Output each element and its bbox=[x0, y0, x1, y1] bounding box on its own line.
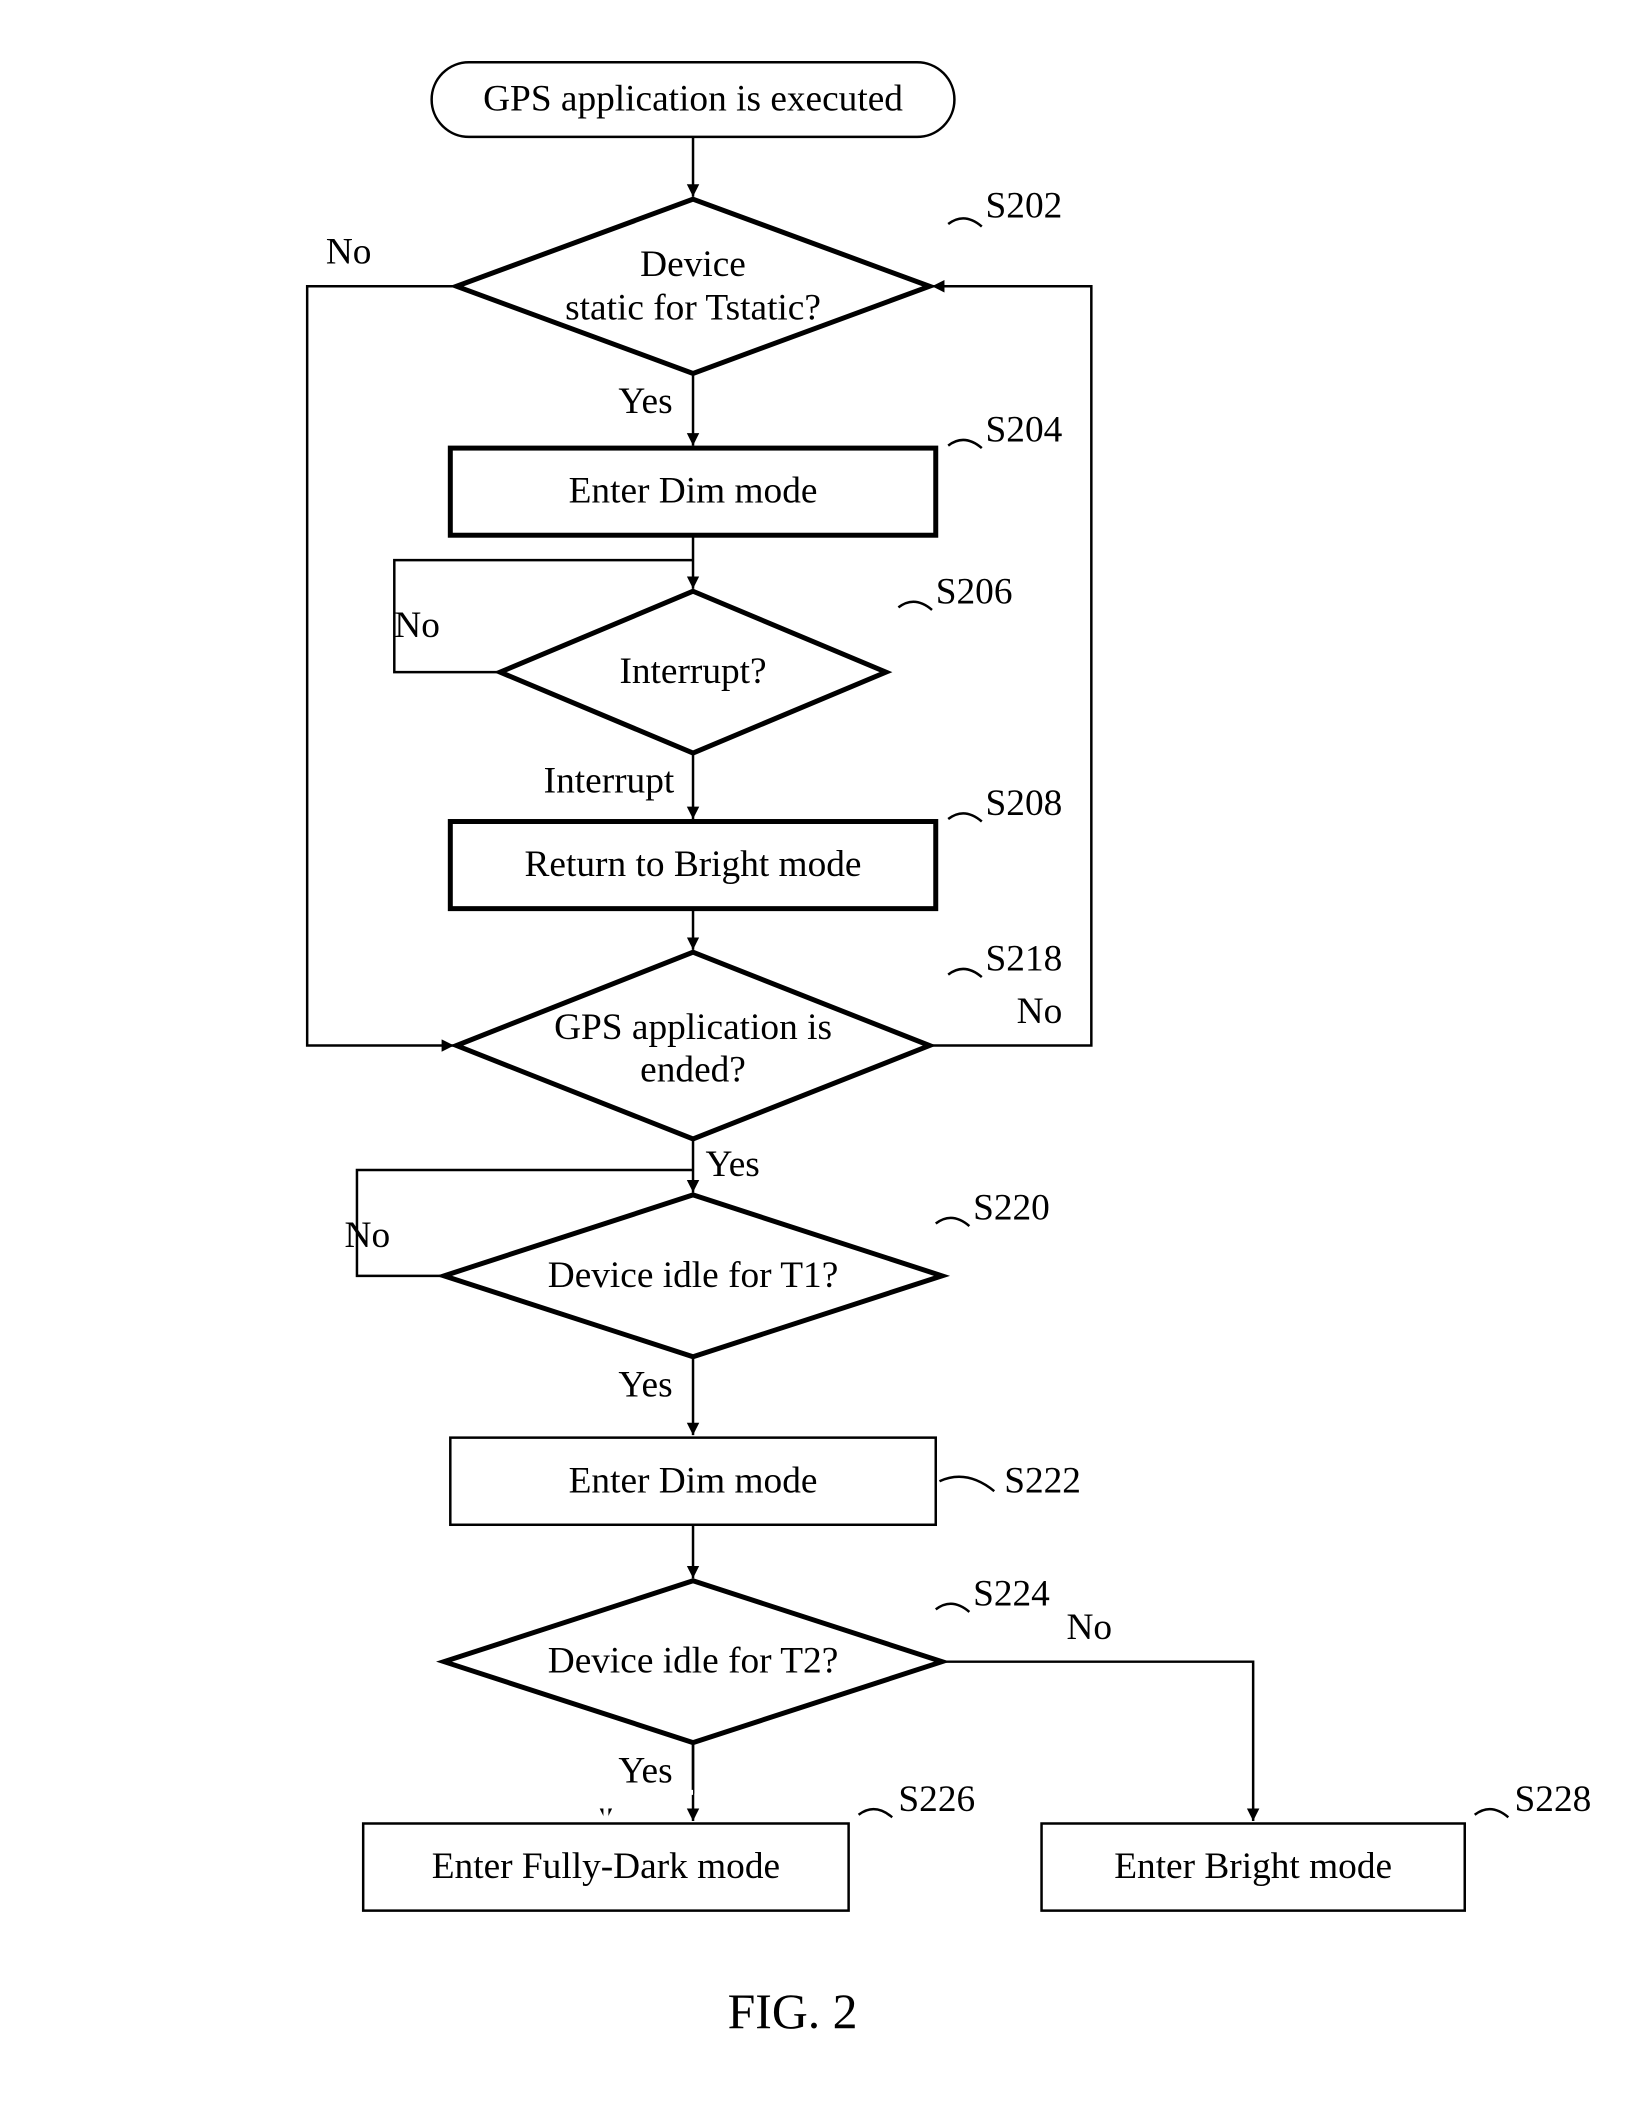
s220-line1: Device idle for T1? bbox=[548, 1255, 839, 1296]
s202-node: Device static for Tstatic? bbox=[457, 199, 930, 373]
flowchart-canvas: GPS application is executed Device stati… bbox=[0, 0, 1635, 2116]
s222-text: Enter Dim mode bbox=[569, 1460, 818, 1501]
s218-line1: GPS application is bbox=[554, 1007, 832, 1048]
s222-ref: S222 bbox=[1004, 1460, 1081, 1501]
s202-ref-tick bbox=[948, 218, 982, 226]
s218-node: GPS application is ended? bbox=[457, 952, 930, 1139]
s218-ref: S218 bbox=[986, 939, 1063, 980]
s228-ref: S228 bbox=[1515, 1779, 1592, 1820]
s228-node: Enter Bright mode bbox=[1042, 1823, 1465, 1910]
s220-ref: S220 bbox=[973, 1188, 1050, 1229]
s224-no: No bbox=[1066, 1607, 1112, 1648]
s218-no: No bbox=[1017, 991, 1063, 1032]
start-text: GPS application is executed bbox=[483, 79, 903, 120]
s208-ref: S208 bbox=[986, 783, 1063, 824]
s202-line2: static for Tstatic? bbox=[565, 288, 821, 329]
s228-text: Enter Bright mode bbox=[1114, 1846, 1392, 1887]
s220-ref-tick bbox=[936, 1218, 970, 1226]
s206-ref-tick bbox=[898, 602, 932, 610]
s208-text: Return to Bright mode bbox=[525, 844, 862, 885]
s224-ref-tick bbox=[936, 1604, 970, 1612]
s220-no: No bbox=[345, 1215, 391, 1256]
s224-yes: Yes bbox=[618, 1750, 672, 1791]
s220-yes: Yes bbox=[618, 1364, 672, 1405]
s206-line1: Interrupt? bbox=[619, 651, 766, 692]
edge-s218no-s202 bbox=[930, 286, 1092, 1045]
s202-no: No bbox=[326, 232, 372, 273]
s206-ref: S206 bbox=[936, 572, 1013, 613]
s208-node: Return to Bright mode bbox=[450, 822, 935, 909]
edge-s202no-s218 bbox=[307, 286, 456, 1045]
s228-ref-tick bbox=[1475, 1809, 1509, 1817]
s224-line1: Device idle for T2? bbox=[548, 1641, 839, 1682]
s204-ref-tick bbox=[948, 440, 982, 448]
s206-interrupt: Interrupt bbox=[544, 761, 675, 802]
start-node: GPS application is executed bbox=[432, 62, 955, 137]
edge-s224no-s228 bbox=[942, 1662, 1253, 1821]
s224-ref: S224 bbox=[973, 1574, 1050, 1615]
s222-node: Enter Dim mode bbox=[450, 1438, 935, 1525]
s204-node: Enter Dim mode bbox=[450, 448, 935, 535]
s222-ref-tick bbox=[939, 1477, 994, 1491]
s206-node: Interrupt? bbox=[500, 591, 886, 753]
s224-node: Device idle for T2? bbox=[444, 1581, 942, 1743]
s202-ref: S202 bbox=[986, 186, 1063, 227]
s204-ref: S204 bbox=[986, 410, 1063, 451]
s226-ref-tick bbox=[859, 1809, 893, 1817]
s202-line1: Device bbox=[640, 244, 746, 285]
s220-node: Device idle for T1? bbox=[444, 1195, 942, 1357]
s204-text: Enter Dim mode bbox=[569, 471, 818, 512]
s206-no: No bbox=[394, 605, 440, 646]
s218-ref-tick bbox=[948, 969, 982, 977]
s218-line2: ended? bbox=[640, 1049, 746, 1090]
s226-text: Enter Fully-Dark mode bbox=[432, 1846, 780, 1887]
s218-yes: Yes bbox=[705, 1144, 759, 1185]
s226-ref: S226 bbox=[898, 1779, 975, 1820]
s208-ref-tick bbox=[948, 813, 982, 821]
figure-label: FIG. 2 bbox=[728, 1984, 858, 2039]
s226-node: Enter Fully-Dark mode bbox=[363, 1823, 848, 1910]
s202-yes: Yes bbox=[618, 381, 672, 422]
